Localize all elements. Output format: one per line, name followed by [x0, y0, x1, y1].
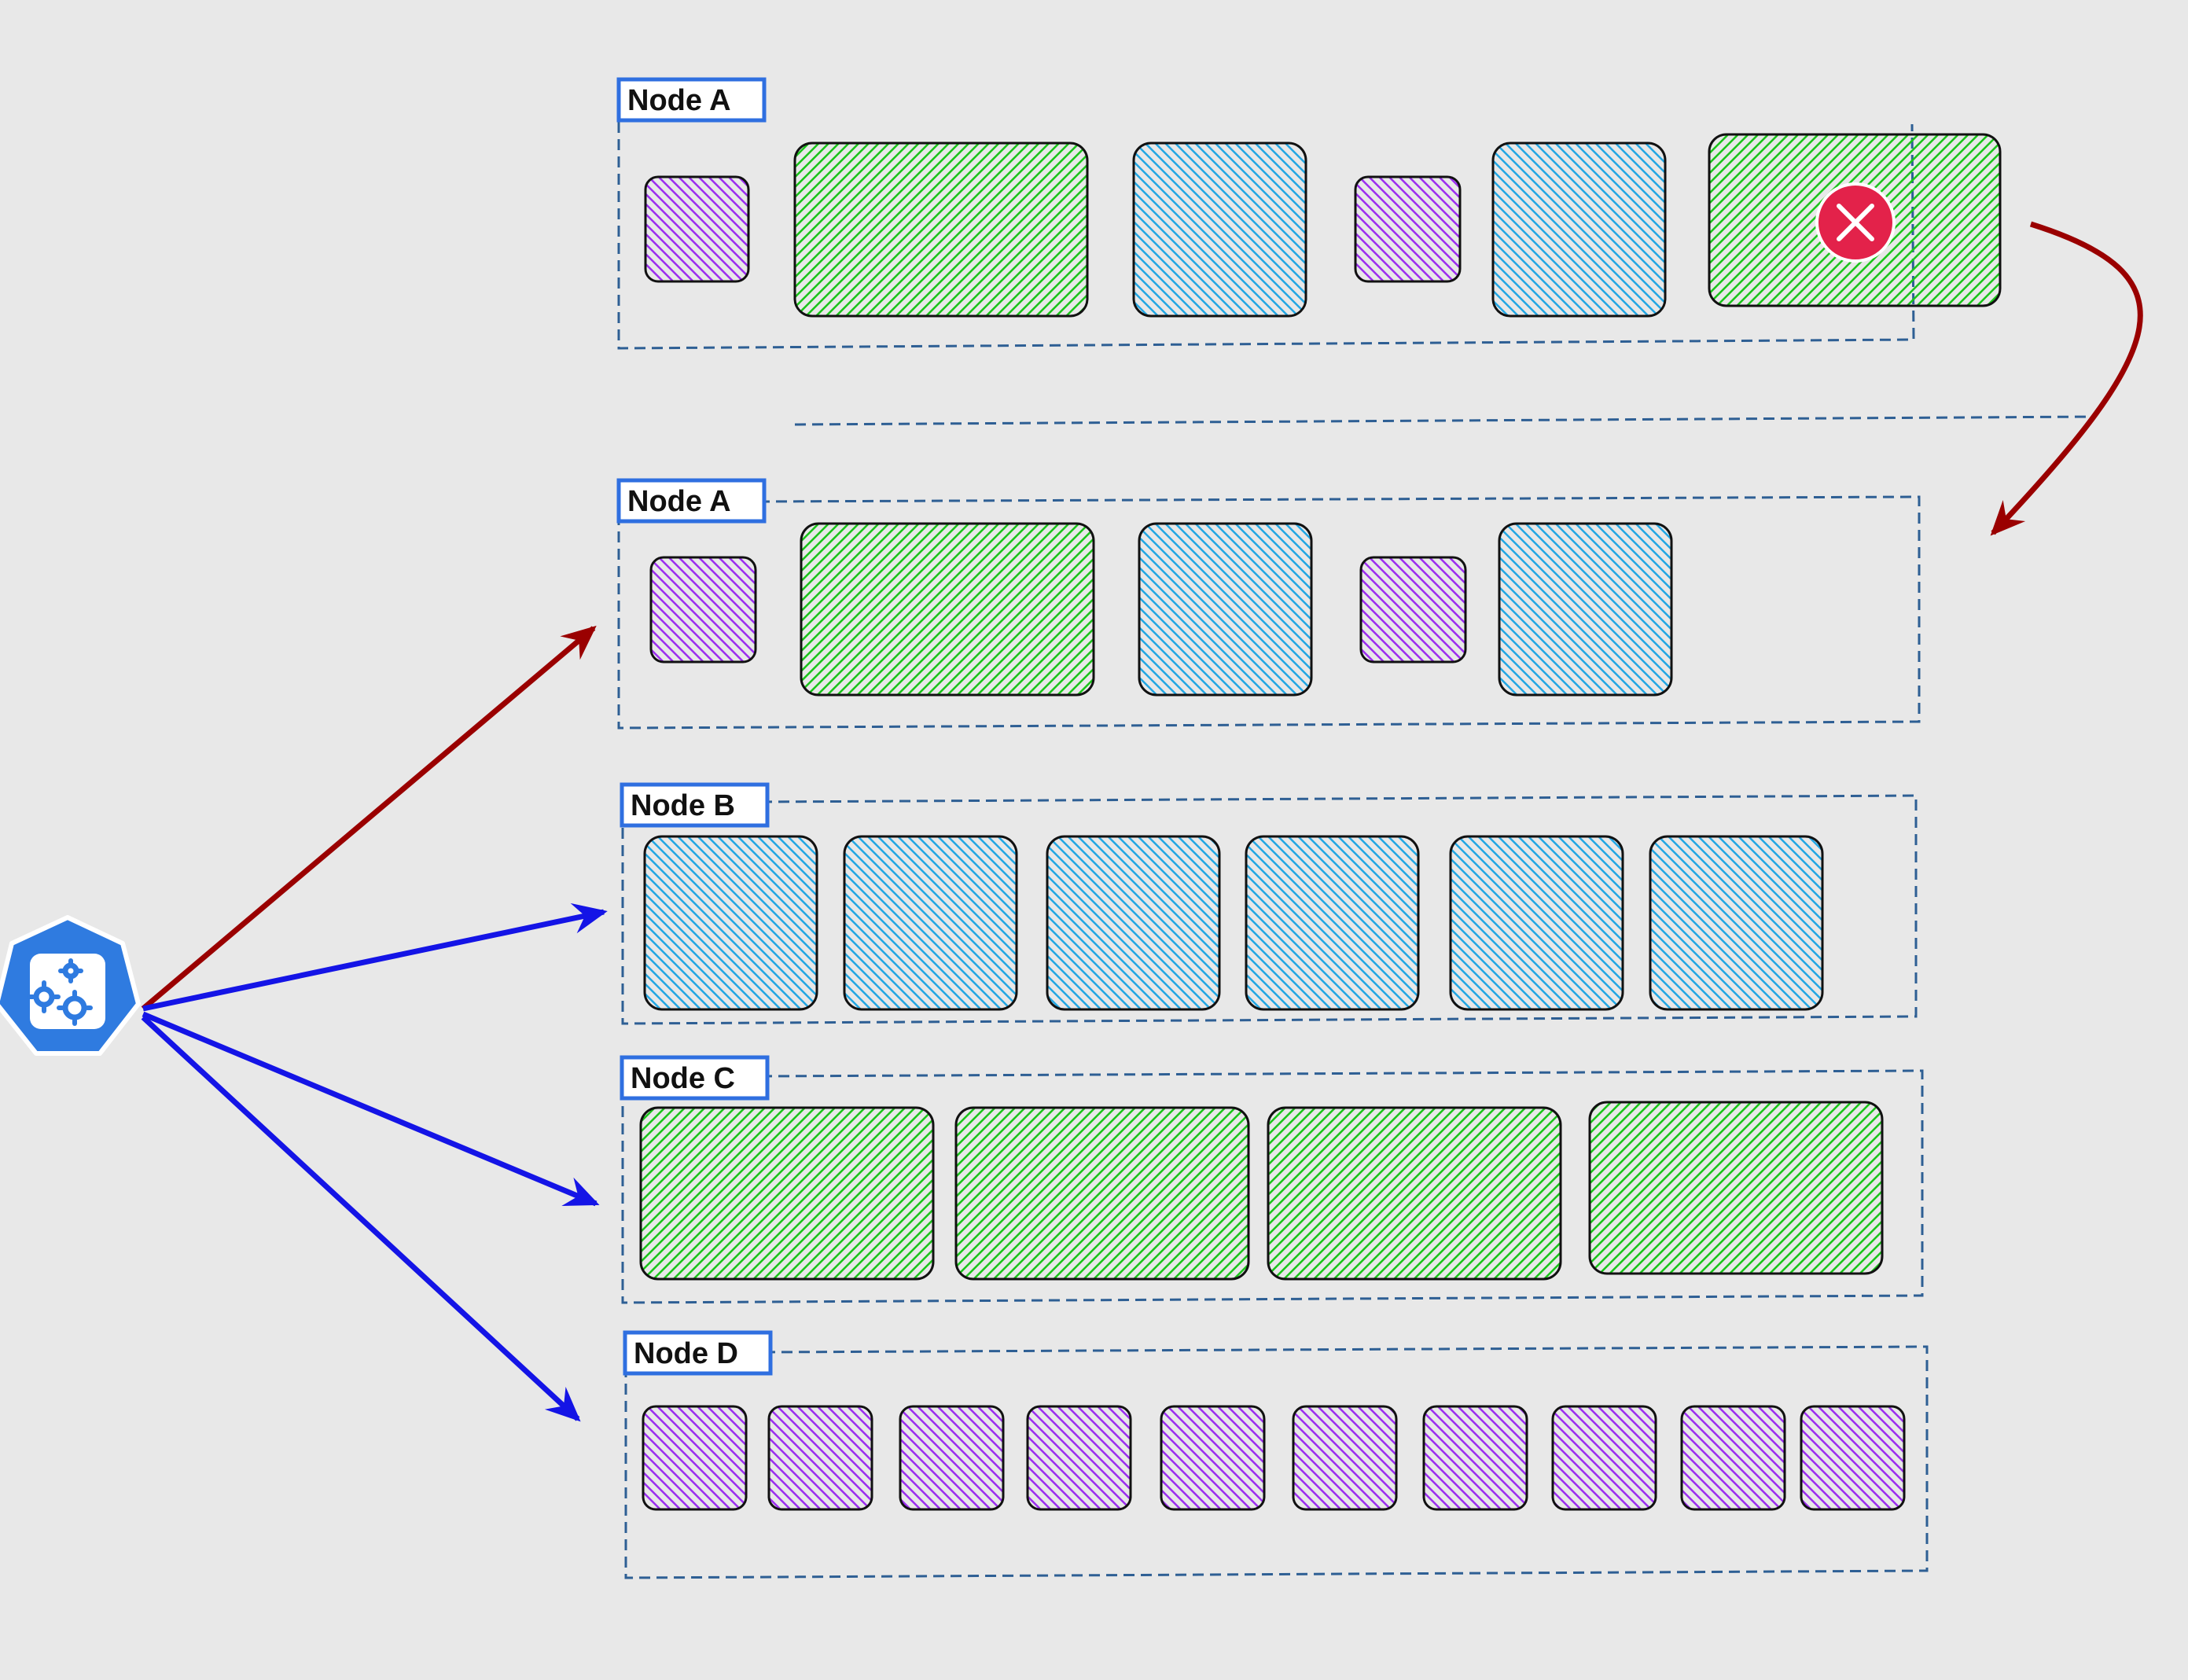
node-d-group: Node D [623, 1330, 1929, 1579]
after-node-a-frame [617, 495, 1921, 730]
pod-purple [1026, 1405, 1132, 1511]
node-label-tag: Node A [616, 478, 767, 524]
pod-blue [1449, 835, 1624, 1011]
node-label-tag: Node D [623, 1330, 773, 1376]
pod-purple [644, 175, 750, 283]
node-label-tag: Node C [620, 1055, 770, 1101]
pod-purple [1551, 1405, 1657, 1511]
reschedule-arrow [1990, 221, 2143, 536]
node-c-label: Node C [631, 1062, 735, 1095]
pod-blue [1132, 142, 1307, 318]
node-d-label: Node D [634, 1337, 738, 1370]
state-separator-line [794, 415, 2096, 426]
node-b-frame [621, 794, 1918, 1025]
kubernetes-scheduler-gears-icon [0, 915, 141, 1056]
node-label-tag: Node A [616, 77, 767, 123]
scheduler-arrow-node-b [142, 902, 608, 1012]
pod-purple [1359, 556, 1467, 664]
node-c-group: Node C [620, 1055, 1924, 1304]
pod-blue [1491, 142, 1667, 318]
pod-purple [1292, 1405, 1398, 1511]
pod-purple [767, 1405, 873, 1511]
pod-purple [1160, 1405, 1266, 1511]
pod-green [1267, 1106, 1562, 1281]
pod-blue [1046, 835, 1221, 1011]
scheduler-arrow-node-a [141, 625, 597, 1011]
pod-purple [899, 1405, 1005, 1511]
pod-purple [1354, 175, 1462, 283]
scheduler-arrow-node-c [142, 1011, 600, 1207]
error-x-icon [1815, 182, 1896, 263]
node-b-label: Node B [631, 789, 735, 822]
pod-blue [1649, 835, 1824, 1011]
pod-green [800, 522, 1095, 697]
pod-blue [1498, 522, 1673, 697]
scheduler-arrow-node-d [141, 1015, 581, 1422]
pod-purple [1422, 1405, 1528, 1511]
pod-green [793, 142, 1089, 318]
pod-green [954, 1106, 1250, 1281]
pod-blue [1138, 522, 1313, 697]
pod-blue [843, 835, 1018, 1011]
after-node-a-group: Node A [616, 478, 1921, 730]
node-label-tag: Node B [620, 782, 770, 828]
pod-green [639, 1106, 935, 1281]
before-node-a-group: Node A [616, 77, 2002, 350]
node-d-frame [624, 1345, 1929, 1579]
pod-blue [643, 835, 818, 1011]
node-c-frame [621, 1069, 1924, 1304]
pod-purple [642, 1405, 748, 1511]
pod-green [1588, 1101, 1884, 1275]
pod-purple [649, 556, 757, 664]
after-node-a-label: Node A [627, 485, 731, 518]
before-node-a-label: Node A [627, 84, 731, 117]
pod-blue [1245, 835, 1420, 1011]
node-b-group: Node B [620, 782, 1918, 1025]
pod-purple [1800, 1405, 1906, 1511]
pod-purple [1680, 1405, 1786, 1511]
